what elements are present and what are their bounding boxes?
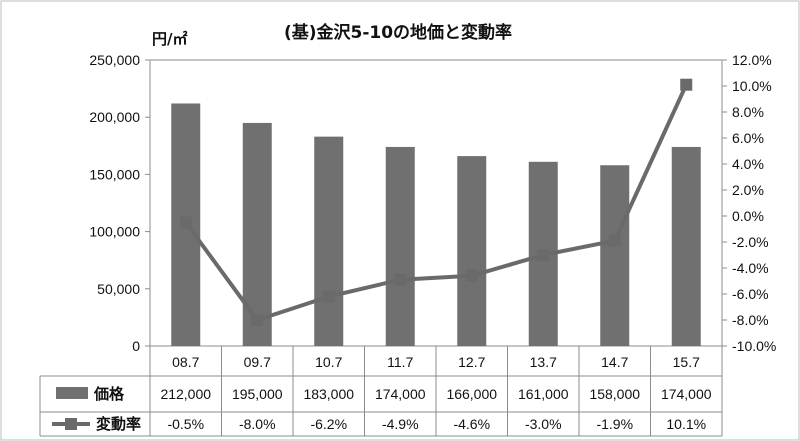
x-tick-label: 11.7 [387, 354, 413, 370]
y-right-tick-label: -2.0% [732, 234, 769, 250]
y-left-tick-label: 0 [132, 338, 140, 354]
rate-value-label: -0.5% [167, 416, 204, 432]
bar-15-7 [671, 146, 701, 346]
y-right-tick-label: -4.0% [732, 260, 769, 276]
chart-title: (基)金沢5-10の地価と変動率 [284, 22, 512, 43]
y-left-tick-label: 200,000 [89, 109, 140, 125]
rate-marker-08-7 [179, 216, 192, 229]
rate-marker-09-7 [251, 314, 264, 326]
y-right-tick-label: 2.0% [732, 182, 764, 198]
rate-marker-14-7 [608, 234, 621, 247]
bar-value-label: 195,000 [232, 386, 283, 402]
x-tick-label: 08.7 [172, 354, 199, 370]
y-right-tick-label: 8.0% [732, 104, 764, 120]
y-left-tick-label: 150,000 [89, 166, 140, 182]
rate-value-label: -1.9% [596, 416, 633, 432]
y-right-tick-label: 10.0% [732, 78, 772, 94]
rate-marker-12-7 [465, 269, 478, 282]
y-left-tick-label: 100,000 [89, 224, 140, 240]
bar-11-7 [385, 146, 415, 346]
y-right-tick-label: 0.0% [732, 208, 764, 224]
bar-09-7 [242, 122, 272, 346]
x-tick-label: 12.7 [458, 354, 485, 370]
rate-value-label: -3.0% [525, 416, 562, 432]
y-right-tick-label: 4.0% [732, 156, 764, 172]
bar-14-7 [600, 165, 630, 346]
rate-marker-10-7 [322, 290, 335, 303]
bar-value-label: 174,000 [375, 386, 426, 402]
rate-line [184, 83, 689, 322]
rate-marker-15-7 [680, 78, 693, 91]
y-right-tick-label: 12.0% [732, 52, 772, 68]
x-tick-label: 13.7 [530, 354, 557, 370]
unit-label: 円/㎡ [152, 30, 187, 48]
bar-value-label: 212,000 [160, 386, 211, 402]
y-left-tick-label: 50,000 [97, 281, 140, 297]
y-right-tick-label: -6.0% [732, 286, 769, 302]
bar-value-label: 174,000 [661, 386, 712, 402]
x-tick-label: 09.7 [244, 354, 271, 370]
rate-marker-11-7 [394, 273, 407, 286]
bar-value-label: 161,000 [518, 386, 569, 402]
y-right-tick-label: -8.0% [732, 312, 769, 328]
bar-value-label: 158,000 [589, 386, 640, 402]
bar-10-7 [314, 136, 344, 346]
y-left-tick-label: 250,000 [89, 52, 140, 68]
x-tick-label: 15.7 [673, 354, 700, 370]
rate-value-label: -8.0% [239, 416, 276, 432]
y-right-tick-label: -10.0% [732, 338, 776, 354]
bar-12-7 [457, 156, 487, 346]
rate-value-label: -4.9% [382, 416, 419, 432]
bar-value-label: 183,000 [303, 386, 354, 402]
rate-value-label: -6.2% [310, 416, 347, 432]
x-tick-label: 14.7 [601, 354, 628, 370]
legend-bar-swatch [56, 387, 88, 399]
legend-line-marker [65, 418, 77, 430]
bar-value-label: 166,000 [446, 386, 497, 402]
legend-bar-label: 価格 [93, 385, 125, 403]
rate-marker-13-7 [537, 249, 550, 261]
x-tick-label: 10.7 [315, 354, 342, 370]
rate-value-label: -4.6% [453, 416, 490, 432]
rate-value-label: 10.1% [666, 416, 706, 432]
legend-line-label: 変動率 [96, 415, 141, 433]
y-right-tick-label: 6.0% [732, 130, 764, 146]
